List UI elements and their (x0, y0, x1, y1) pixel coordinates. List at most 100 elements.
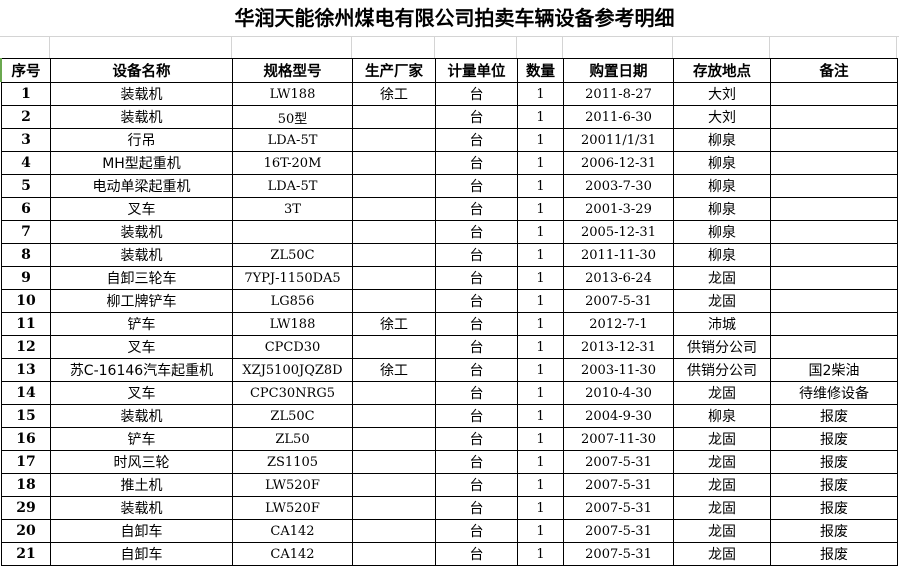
cell-unit[interactable]: 台 (435, 105, 518, 129)
cell-name[interactable]: 自卸车 (50, 519, 233, 543)
cell-name[interactable]: 叉车 (50, 197, 233, 221)
cell-remark[interactable] (770, 197, 898, 221)
cell-no[interactable]: 20 (1, 519, 51, 543)
cell-qty[interactable]: 1 (517, 358, 564, 382)
cell-location[interactable]: 柳泉 (673, 151, 771, 175)
cell-remark[interactable]: 报废 (770, 450, 898, 474)
cell-remark[interactable] (770, 335, 898, 359)
cell-location[interactable]: 供销分公司 (673, 358, 771, 382)
cell-unit[interactable]: 台 (435, 473, 518, 497)
cell-name[interactable]: 柳工牌铲车 (50, 289, 233, 313)
cell-qty[interactable]: 1 (517, 105, 564, 129)
cell-model[interactable]: CPC30NRG5 (232, 381, 353, 405)
cell-location[interactable]: 龙固 (673, 519, 771, 543)
cell-unit[interactable]: 台 (435, 82, 518, 106)
cell-location[interactable]: 龙固 (673, 473, 771, 497)
cell-date[interactable]: 20011/1/31 (563, 128, 674, 152)
header-unit[interactable]: 计量单位 (435, 58, 518, 83)
cell-maker[interactable] (352, 404, 436, 428)
cell-location[interactable]: 柳泉 (673, 197, 771, 221)
cell-name[interactable]: 装载机 (50, 243, 233, 267)
cell-maker[interactable] (352, 220, 436, 244)
cell-model[interactable]: ZL50C (232, 404, 353, 428)
cell-date[interactable]: 2007-5-31 (563, 542, 674, 566)
cell-name[interactable]: 叉车 (50, 335, 233, 359)
cell-unit[interactable]: 台 (435, 358, 518, 382)
cell-qty[interactable]: 1 (517, 404, 564, 428)
cell-model[interactable]: LW520F (232, 473, 353, 497)
cell-qty[interactable]: 1 (517, 151, 564, 175)
cell-name[interactable]: 铲车 (50, 312, 233, 336)
cell-remark[interactable]: 待维修设备 (770, 381, 898, 405)
cell-model[interactable]: LG856 (232, 289, 353, 313)
cell-model[interactable]: 3T (232, 197, 353, 221)
cell-qty[interactable]: 1 (517, 519, 564, 543)
cell-maker[interactable] (352, 427, 436, 451)
cell-no[interactable]: 15 (1, 404, 51, 428)
cell-qty[interactable]: 1 (517, 450, 564, 474)
cell-qty[interactable]: 1 (517, 381, 564, 405)
cell-maker[interactable] (352, 519, 436, 543)
cell-maker[interactable]: 徐工 (352, 82, 436, 106)
cell-qty[interactable]: 1 (517, 496, 564, 520)
cell-name[interactable]: 苏C-16146汽车起重机 (50, 358, 233, 382)
cell-no[interactable]: 2 (1, 105, 51, 129)
cell-model[interactable]: LW188 (232, 82, 353, 106)
cell-unit[interactable]: 台 (435, 220, 518, 244)
cell-location[interactable]: 龙固 (673, 450, 771, 474)
cell-qty[interactable]: 1 (517, 289, 564, 313)
cell-date[interactable]: 2007-5-31 (563, 473, 674, 497)
cell-name[interactable]: 装载机 (50, 220, 233, 244)
header-location[interactable]: 存放地点 (673, 58, 771, 83)
cell-unit[interactable]: 台 (435, 496, 518, 520)
cell-location[interactable]: 沛城 (673, 312, 771, 336)
header-qty[interactable]: 数量 (517, 58, 564, 83)
header-no[interactable]: 序号 (1, 58, 51, 83)
cell-name[interactable]: 装载机 (50, 105, 233, 129)
cell-date[interactable]: 2011-8-27 (563, 82, 674, 106)
cell-unit[interactable]: 台 (435, 335, 518, 359)
cell-maker[interactable] (352, 289, 436, 313)
cell-model[interactable]: LDA-5T (232, 128, 353, 152)
cell-name[interactable]: 行吊 (50, 128, 233, 152)
cell-date[interactable]: 2011-6-30 (563, 105, 674, 129)
cell-date[interactable]: 2011-11-30 (563, 243, 674, 267)
cell-remark[interactable] (770, 82, 898, 106)
cell-remark[interactable]: 报废 (770, 496, 898, 520)
cell-qty[interactable]: 1 (517, 220, 564, 244)
cell-unit[interactable]: 台 (435, 450, 518, 474)
cell-remark[interactable]: 国2柴油 (770, 358, 898, 382)
cell-model[interactable] (232, 220, 353, 244)
cell-no[interactable]: 9 (1, 266, 51, 290)
cell-name[interactable]: 叉车 (50, 381, 233, 405)
cell-remark[interactable] (770, 174, 898, 198)
cell-remark[interactable]: 报废 (770, 473, 898, 497)
cell-unit[interactable]: 台 (435, 312, 518, 336)
cell-no[interactable]: 18 (1, 473, 51, 497)
cell-location[interactable]: 龙固 (673, 289, 771, 313)
cell-date[interactable]: 2006-12-31 (563, 151, 674, 175)
cell-date[interactable]: 2007-5-31 (563, 519, 674, 543)
cell-unit[interactable]: 台 (435, 427, 518, 451)
cell-name[interactable]: 时风三轮 (50, 450, 233, 474)
cell-location[interactable]: 柳泉 (673, 220, 771, 244)
cell-no[interactable]: 3 (1, 128, 51, 152)
cell-location[interactable]: 柳泉 (673, 404, 771, 428)
cell-name[interactable]: 推土机 (50, 473, 233, 497)
cell-name[interactable]: 自卸车 (50, 542, 233, 566)
cell-date[interactable]: 2013-12-31 (563, 335, 674, 359)
cell-name[interactable]: 铲车 (50, 427, 233, 451)
cell-no[interactable]: 10 (1, 289, 51, 313)
cell-date[interactable]: 2003-11-30 (563, 358, 674, 382)
sheet-title[interactable]: 华润天能徐州煤电有限公司拍卖车辆设备参考明细 (0, 0, 899, 37)
cell-maker[interactable] (352, 266, 436, 290)
cell-unit[interactable]: 台 (435, 519, 518, 543)
cell-unit[interactable]: 台 (435, 404, 518, 428)
cell-model[interactable]: XZJ5100JQZ8D (232, 358, 353, 382)
cell-model[interactable]: 50型 (232, 105, 353, 129)
header-name[interactable]: 设备名称 (50, 58, 233, 83)
cell-name[interactable]: 自卸三轮车 (50, 266, 233, 290)
cell-qty[interactable]: 1 (517, 197, 564, 221)
cell-unit[interactable]: 台 (435, 151, 518, 175)
cell-name[interactable]: 装载机 (50, 404, 233, 428)
